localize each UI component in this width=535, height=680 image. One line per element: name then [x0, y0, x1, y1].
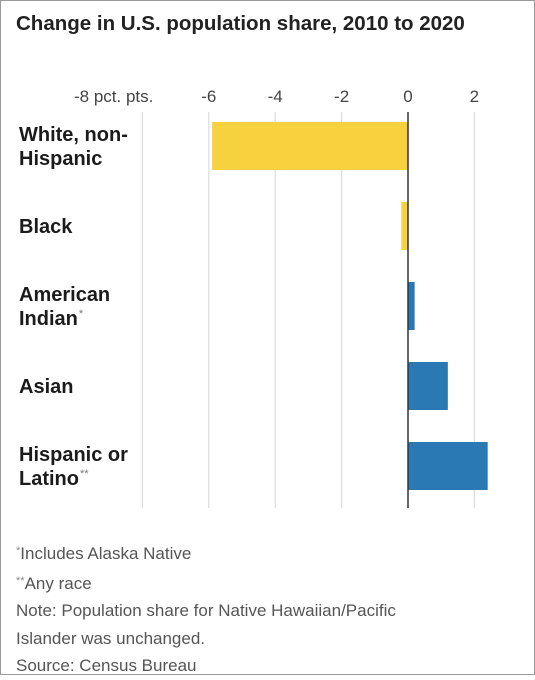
footnote-text: Any race	[24, 573, 92, 593]
note-line-1: Note: Population share for Native Hawaii…	[16, 601, 396, 620]
footnote-marker: *	[16, 545, 21, 557]
category-label: Latino**	[19, 468, 89, 490]
footnote-marker: **	[16, 574, 25, 587]
x-tick-label: -6	[201, 87, 216, 106]
x-tick-label: -8 pct. pts.	[74, 87, 153, 106]
x-tick-label: -2	[334, 87, 349, 106]
bar	[408, 282, 415, 330]
category-label: Hispanic or	[19, 444, 128, 466]
category-label: Indian*	[19, 308, 84, 330]
bar	[408, 442, 488, 490]
source-line: Source: Census Bureau	[16, 656, 197, 675]
category-label: Asian	[19, 376, 73, 398]
footnote-marker: **	[80, 468, 89, 480]
category-label: American	[19, 284, 110, 306]
category-label: Hispanic	[19, 148, 102, 170]
footnote-marker: *	[79, 308, 84, 320]
chart-notes: *Includes Alaska Native **Any race Note:…	[16, 538, 526, 680]
bar	[408, 362, 448, 410]
category-label: Black	[19, 216, 73, 238]
x-tick-label: -4	[268, 87, 283, 106]
x-tick-label: 0	[403, 87, 412, 106]
note-line-2: Islander was unchanged.	[16, 628, 206, 648]
category-label: White, non-	[19, 124, 128, 146]
chart-title: Change in U.S. population share, 2010 to…	[16, 12, 465, 35]
bar	[401, 202, 408, 250]
bar	[212, 122, 408, 170]
bar-chart: -8 pct. pts. -6 -4 -2 0 2 White, non-Hispanic B…	[19, 87, 488, 508]
footnote-any-race: **Any race	[16, 568, 526, 598]
footnote-alaska: *Includes Alaska Native	[16, 538, 526, 568]
x-tick-label: 2	[470, 87, 479, 106]
footnote-text: Includes Alaska Native	[20, 544, 192, 563]
